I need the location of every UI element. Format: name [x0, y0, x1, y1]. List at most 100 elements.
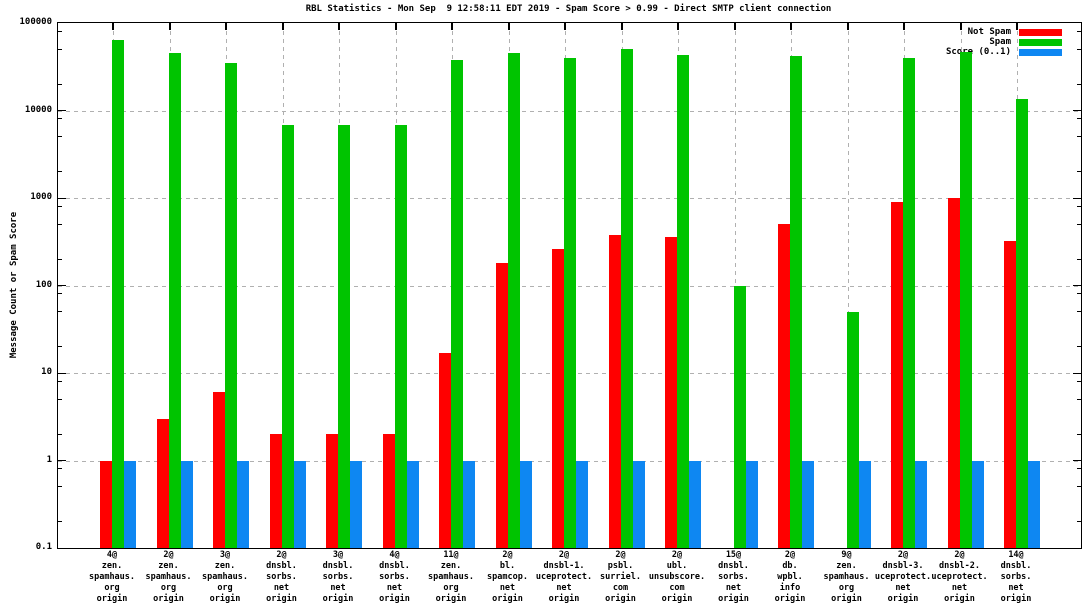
- spam-bar: [507, 53, 520, 548]
- y-minor-tick: [1077, 83, 1081, 85]
- spam-bar: [112, 39, 124, 548]
- score-0-1-bar: [180, 460, 193, 548]
- spam-bar: [338, 125, 350, 548]
- y-minor-tick: [1077, 468, 1081, 470]
- chart-title: RBL Statistics - Mon Sep 9 12:58:11 EDT …: [305, 4, 832, 14]
- y-major-tick: [1073, 197, 1081, 199]
- y-minor-tick: [58, 380, 62, 382]
- y-tick-label: 10000: [24, 104, 52, 115]
- y-minor-tick: [58, 223, 62, 225]
- x-top-tick: [281, 23, 284, 30]
- score-0-1-bar: [350, 460, 362, 548]
- score-0-1-bar: [293, 460, 306, 548]
- y-minor-tick: [58, 346, 62, 348]
- legend-label-not-spam: Not Spam: [967, 27, 1011, 37]
- y-major-tick: [58, 285, 66, 286]
- spam-bar: [281, 125, 294, 548]
- y-minor-tick: [1077, 118, 1081, 120]
- x-tick-label: 2@ dnsbl. sorbs. net origin: [266, 550, 297, 604]
- x-top-tick: [1016, 23, 1018, 30]
- x-top-tick: [451, 23, 453, 30]
- spam-bar: [564, 57, 576, 548]
- spam-bar: [168, 52, 181, 548]
- x-tick-label: 3@ dnsbl. sorbs. net origin: [322, 550, 354, 604]
- score-0-1-bar: [689, 460, 701, 548]
- spam-bar: [790, 55, 802, 548]
- x-top-tick: [677, 23, 679, 30]
- y-minor-tick: [1077, 293, 1081, 295]
- score-0-1-bar: [576, 460, 588, 548]
- y-minor-tick: [58, 30, 62, 32]
- x-top-tick: [168, 23, 171, 30]
- spam-bar: [903, 57, 915, 548]
- score-0-1-bar: [463, 460, 475, 548]
- spam-bar: [225, 62, 237, 548]
- y-minor-tick: [58, 205, 62, 207]
- not-spam-bar: [495, 263, 508, 548]
- x-top-tick: [846, 23, 849, 30]
- y-minor-tick: [1077, 258, 1081, 260]
- legend: Not Spam Spam Score (0..1): [946, 27, 1062, 57]
- y-tick-label: 100: [35, 279, 52, 290]
- legend-label-spam: Spam: [989, 37, 1011, 47]
- y-major-tick: [1073, 110, 1081, 111]
- legend-row: Score (0..1): [946, 47, 1062, 57]
- x-top-tick: [959, 23, 962, 30]
- x-top-tick: [620, 23, 623, 30]
- x-top-tick: [338, 23, 340, 30]
- y-minor-tick: [58, 468, 62, 470]
- legend-swatch-score-0-1: [1019, 48, 1062, 56]
- x-tick-label: 11@ zen. spamhaus. org origin: [427, 550, 475, 604]
- not-spam-bar: [213, 392, 225, 548]
- y-minor-tick: [1077, 346, 1081, 348]
- y-tick-label: 0.1: [35, 542, 52, 552]
- y-major-tick: [58, 460, 66, 461]
- x-tick-label: 14@ dnsbl. sorbs. net origin: [1000, 550, 1032, 604]
- x-tick-label: 4@ zen. spamhaus. org origin: [88, 550, 136, 604]
- y-minor-tick: [58, 136, 62, 138]
- x-tick-label: 2@ dnsbl-1. uceprotect. net origin: [535, 550, 593, 604]
- legend-row: Not Spam: [946, 27, 1062, 37]
- legend-swatch-not-spam: [1019, 28, 1062, 36]
- y-minor-tick: [1077, 171, 1081, 173]
- not-spam-bar: [778, 224, 790, 548]
- y-minor-tick: [58, 293, 62, 295]
- spam-bar: [620, 48, 633, 548]
- y-minor-tick: [58, 83, 62, 85]
- spam-bar: [451, 59, 463, 548]
- y-minor-tick: [1077, 30, 1081, 32]
- y-minor-tick: [58, 171, 62, 173]
- score-0-1-bar: [237, 460, 249, 548]
- not-spam-bar: [156, 418, 169, 548]
- y-minor-tick: [58, 433, 62, 435]
- score-0-1-bar: [802, 460, 814, 548]
- y-minor-tick: [58, 258, 62, 260]
- y-minor-tick: [1077, 205, 1081, 207]
- spam-bar: [677, 55, 689, 548]
- y-minor-tick: [58, 521, 62, 523]
- y-minor-tick: [58, 118, 62, 120]
- y-major-tick: [1073, 460, 1081, 461]
- x-tick-label: 2@ db. wpbl. info origin: [774, 550, 806, 604]
- not-spam-bar: [100, 460, 112, 548]
- y-major-tick: [58, 197, 66, 199]
- not-spam-bar: [269, 434, 282, 548]
- x-top-tick: [112, 23, 114, 30]
- score-0-1-bar: [1028, 460, 1040, 548]
- y-major-tick: [58, 110, 66, 111]
- y-minor-tick: [1077, 48, 1081, 50]
- x-tick-label: 3@ zen. spamhaus. org origin: [201, 550, 249, 604]
- score-0-1-bar: [632, 460, 645, 548]
- y-minor-tick: [58, 311, 62, 313]
- y-tick-label: 10: [41, 367, 52, 377]
- score-0-1-bar: [745, 460, 758, 548]
- y-tick-label: 1000: [30, 192, 52, 202]
- score-0-1-bar: [858, 460, 871, 548]
- plot-area: Not Spam Spam Score (0..1): [57, 22, 1082, 549]
- not-spam-bar: [326, 434, 338, 548]
- y-minor-tick: [58, 398, 62, 400]
- y-tick-label: 100000: [19, 17, 52, 27]
- y-minor-tick: [1077, 311, 1081, 313]
- x-tick-label: 2@ zen. spamhaus. org origin: [145, 550, 192, 604]
